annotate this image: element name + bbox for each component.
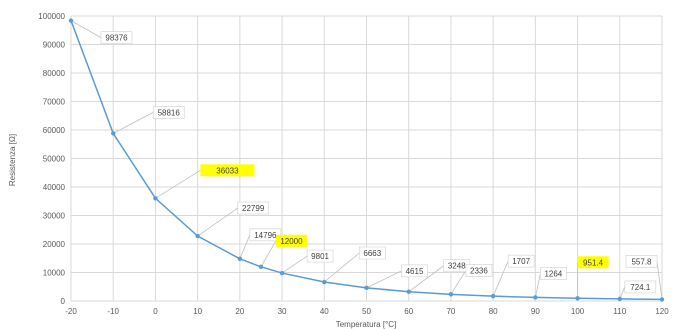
label-leader	[281, 255, 308, 274]
label-leader	[197, 207, 238, 237]
highlighted-label-box	[275, 234, 307, 247]
x-axis-title: Temperatura [°C]	[336, 320, 397, 329]
highlighted-label-box	[577, 256, 609, 269]
x-tick-label: -20	[65, 307, 77, 316]
data-label: 1264	[544, 269, 562, 278]
label-leader	[260, 240, 277, 267]
series-line	[70, 20, 663, 301]
data-label-box	[401, 264, 428, 278]
data-label: 58816	[158, 108, 181, 117]
data-label-box	[625, 255, 658, 268]
data-label: 9801	[311, 252, 329, 261]
x-tick-label: 40	[320, 307, 329, 316]
label-leader	[492, 260, 509, 297]
x-tick-label: 10	[193, 307, 202, 316]
y-axis-ticks: 0 10000 20000 30000 40000 50000 60000 70000 8000…	[38, 12, 65, 306]
y-tick-label: 30000	[43, 212, 66, 221]
data-label-box	[100, 31, 133, 44]
x-tick-label: -10	[107, 307, 119, 316]
data-point	[448, 292, 454, 297]
data-label: 12000	[280, 237, 303, 246]
data-point	[364, 285, 369, 291]
y-tick-label: 80000	[43, 69, 66, 78]
y-tick-label: 70000	[43, 98, 66, 107]
data-point	[237, 256, 243, 262]
label-leader	[408, 265, 444, 293]
data-label: 6663	[363, 249, 381, 258]
x-tick-label: 110	[613, 307, 626, 316]
data-label: 3248	[448, 262, 466, 271]
data-point	[195, 233, 200, 239]
y-tick-label: 100000	[38, 12, 65, 21]
y-tick-label: 10000	[43, 269, 66, 278]
data-label: 98376	[105, 34, 128, 43]
data-label-box	[152, 106, 185, 119]
data-point	[322, 279, 327, 285]
y-tick-label: 60000	[43, 126, 66, 135]
x-tick-label: 0	[153, 307, 158, 316]
y-tick-label: 0	[61, 297, 66, 306]
data-label-box	[540, 267, 567, 280]
label-leader	[113, 112, 154, 134]
x-tick-label: 30	[278, 307, 287, 316]
data-point	[258, 264, 264, 269]
data-label: 557.8	[631, 257, 652, 266]
data-point	[490, 293, 496, 299]
data-series	[68, 18, 665, 302]
data-label: 2336	[470, 266, 488, 275]
x-tick-label: 100	[571, 307, 585, 316]
data-label-box	[237, 201, 269, 215]
label-leader	[155, 169, 201, 199]
data-label: 22799	[242, 204, 265, 213]
data-point	[659, 297, 665, 302]
y-tick-label: 40000	[43, 183, 66, 192]
data-point	[617, 296, 622, 302]
label-leader	[70, 20, 102, 38]
y-tick-label: 20000	[43, 240, 66, 249]
x-tick-label: 20	[235, 307, 244, 316]
y-tick-label: 90000	[43, 41, 66, 50]
x-tick-label: 90	[531, 307, 540, 316]
data-label-box	[306, 249, 334, 263]
label-leader	[239, 234, 251, 259]
x-tick-label: 50	[362, 307, 371, 316]
label-leader	[534, 273, 541, 298]
data-label-box	[507, 254, 535, 268]
x-tick-label: 80	[489, 307, 498, 316]
data-point	[68, 18, 74, 23]
data-label: 951.4	[583, 258, 604, 267]
data-label: 14796	[254, 231, 277, 240]
label-leader	[366, 270, 402, 289]
y-tick-label: 50000	[43, 155, 66, 164]
data-point	[153, 196, 158, 201]
data-point	[575, 296, 580, 301]
gridlines	[70, 15, 663, 302]
label-leader	[656, 261, 663, 300]
data-label-box	[624, 280, 657, 294]
data-label: 1707	[512, 257, 530, 266]
x-tick-label: 120	[655, 307, 669, 316]
x-axis-ticks: -20 -10 0 10 20 30 40 50 60 70 80 90 100 110 120	[65, 307, 669, 316]
data-point	[533, 295, 538, 300]
data-point	[111, 131, 116, 136]
data-point	[406, 289, 411, 294]
y-axis-title: Resistenza [Ω]	[8, 134, 17, 186]
data-label: 36033	[216, 166, 239, 175]
label-leader-lines	[70, 20, 663, 300]
highlighted-label-box	[200, 164, 255, 177]
label-leader	[450, 270, 467, 295]
data-label-box	[358, 246, 386, 260]
data-label-box	[465, 264, 493, 277]
data-point	[279, 270, 285, 276]
data-label: 4615	[406, 267, 424, 276]
x-tick-label: 70	[446, 307, 455, 316]
label-leader	[324, 252, 360, 283]
data-label: 724.1	[630, 283, 651, 292]
x-tick-label: 60	[404, 307, 413, 316]
